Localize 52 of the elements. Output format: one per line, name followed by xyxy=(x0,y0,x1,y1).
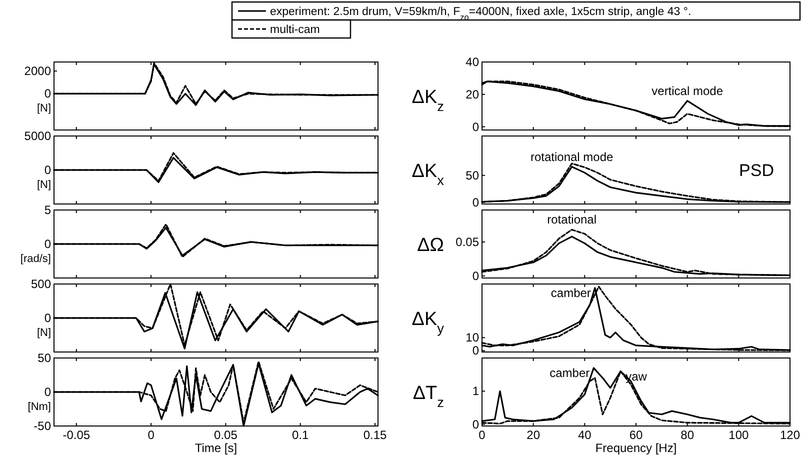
y-axis-title: ΔK$_{y}$ xyxy=(412,309,444,336)
y-tick-label: -50 xyxy=(34,419,52,433)
y-axis-title: [N] xyxy=(36,102,51,115)
y-tick-label: 2000 xyxy=(24,64,52,78)
x-tick-label: 40 xyxy=(578,428,592,442)
y-tick-label: 0 xyxy=(44,311,52,325)
y-tick-label: 0 xyxy=(44,163,52,177)
x-tick-label: 20 xyxy=(526,428,540,442)
x-tick-label: 0 xyxy=(148,428,155,442)
y-axis-title: ΔΩ xyxy=(417,235,444,256)
y-tick-label: 0 xyxy=(472,195,480,210)
y-axis-title: [N] xyxy=(36,327,51,339)
x-axis-title: Frequency [Hz] xyxy=(595,441,677,455)
x-tick-label: -0.05 xyxy=(62,428,90,442)
annotation: camber xyxy=(550,286,591,300)
y-tick-label: 0 xyxy=(472,120,480,134)
x-tick-label: 80 xyxy=(680,428,694,442)
x-axis-title: Time [s] xyxy=(194,441,238,455)
y-tick-label: 0 xyxy=(44,237,52,251)
x-tick-label: 120 xyxy=(780,428,800,442)
y-tick-label: 0 xyxy=(472,268,480,283)
y-tick-label: 10 xyxy=(466,330,480,345)
legend-label: multi-cam xyxy=(270,24,320,36)
annotation: rotational xyxy=(547,212,597,227)
y-tick-label: 50 xyxy=(38,351,52,365)
y-tick-label: 0 xyxy=(472,417,480,432)
x-tick-label: 60 xyxy=(629,428,643,442)
y-tick-label: 1 xyxy=(472,384,480,398)
y-tick-label: 40 xyxy=(466,55,480,69)
y-axis-title: [rad/s] xyxy=(20,253,51,265)
y-axis-title: [Nm] xyxy=(28,401,51,413)
annotation: PSD xyxy=(739,161,774,180)
x-tick-label: 0.1 xyxy=(292,428,310,442)
y-tick-label: 0 xyxy=(44,385,52,399)
y-tick-label: 20 xyxy=(466,87,480,102)
x-tick-label: 100 xyxy=(728,428,749,442)
x-tick-label: 0.15 xyxy=(363,428,388,442)
y-tick-label: 0 xyxy=(44,86,52,101)
y-axis-title: ΔT$_{z}$ xyxy=(412,383,444,410)
y-tick-label: 5 xyxy=(44,203,52,217)
y-tick-label: 0 xyxy=(472,344,480,358)
annotation: rotational mode xyxy=(530,150,614,164)
y-tick-label: 0.05 xyxy=(456,234,480,249)
y-tick-label: 50 xyxy=(466,168,480,182)
annotation: vertical mode xyxy=(652,84,724,98)
annotation: camber xyxy=(550,366,590,380)
y-axis-title: [N] xyxy=(36,179,51,191)
y-tick-label: 500 xyxy=(30,277,52,291)
x-tick-label: 0.05 xyxy=(214,428,238,442)
y-axis-title: ΔK$_{z}$ xyxy=(412,87,444,114)
y-axis-title: ΔK$_{x}$ xyxy=(412,161,444,188)
y-tick-label: 5000 xyxy=(24,129,52,143)
